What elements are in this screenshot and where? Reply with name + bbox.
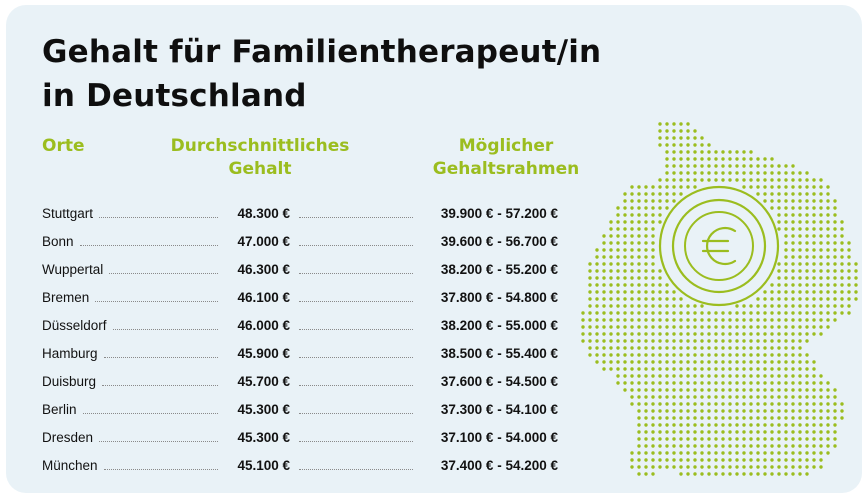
dot-leader (299, 469, 413, 470)
average-salary: 45.900 € (237, 346, 290, 361)
title-line-2: in Deutschland (42, 78, 307, 114)
infographic-card: Gehalt für Familientherapeut/in in Deuts… (6, 5, 862, 493)
city-name: Duisburg (42, 374, 97, 389)
dot-leader (99, 441, 218, 442)
dot-leader (299, 441, 413, 442)
germany-dot-map (581, 122, 858, 476)
column-header-range-line-2: Gehaltsrahmen (432, 159, 580, 179)
average-salary: 47.000 € (237, 234, 290, 249)
city-name: Wuppertal (42, 262, 104, 277)
column-header-average-line-1: Durchschnittliches (170, 136, 350, 156)
salary-range: 37.800 € - 54.800 € (440, 290, 558, 305)
table-row: Dresden 45.300 € 37.100 € - 54.000 € (6, 428, 566, 448)
dot-leader (104, 469, 218, 470)
dot-leader (299, 245, 413, 246)
salary-range: 38.200 € - 55.200 € (440, 262, 558, 277)
column-header-salary-range: Möglicher Gehaltsrahmen (396, 135, 616, 181)
dot-leader (299, 273, 413, 274)
salary-range: 37.100 € - 54.000 € (440, 430, 558, 445)
average-salary: 46.100 € (237, 290, 290, 305)
salary-range: 38.200 € - 55.000 € (440, 318, 558, 333)
page-title: Gehalt für Familientherapeut/in in Deuts… (42, 30, 601, 118)
table-row: Wuppertal 46.300 € 38.200 € - 55.200 € (6, 260, 566, 280)
dot-leader (299, 301, 413, 302)
dot-leader (95, 301, 218, 302)
title-line-1: Gehalt für Familientherapeut/in (42, 34, 602, 70)
column-header-average-salary: Durchschnittliches Gehalt (154, 135, 366, 181)
table-row: Bremen 46.100 € 37.800 € - 54.800 € (6, 288, 566, 308)
salary-range: 38.500 € - 55.400 € (440, 346, 558, 361)
average-salary: 46.000 € (237, 318, 290, 333)
salary-range: 37.400 € - 54.200 € (440, 458, 558, 473)
dot-leader (80, 245, 218, 246)
dot-leader (99, 217, 218, 218)
average-salary: 45.700 € (237, 374, 290, 389)
average-salary: 48.300 € (237, 206, 290, 221)
salary-range: 37.600 € - 54.500 € (440, 374, 558, 389)
column-header-orte-label: Orte (42, 136, 85, 156)
city-name: Hamburg (42, 346, 98, 361)
table-row: Stuttgart 48.300 € 39.900 € - 57.200 € (6, 204, 566, 224)
map-dots (581, 122, 858, 476)
dot-leader (299, 357, 413, 358)
average-salary: 46.300 € (237, 262, 290, 277)
dot-leader (104, 357, 218, 358)
euro-icon (658, 185, 780, 307)
city-name: Bonn (42, 234, 74, 249)
table-row: Duisburg 45.700 € 37.600 € - 54.500 € (6, 372, 566, 392)
city-name: Berlin (42, 402, 77, 417)
city-name: München (42, 458, 98, 473)
column-header-average-line-2: Gehalt (228, 159, 292, 179)
table-row: Bonn 47.000 € 39.600 € - 56.700 € (6, 232, 566, 252)
average-salary: 45.300 € (237, 430, 290, 445)
column-header-orte: Orte (42, 135, 85, 158)
average-salary: 45.300 € (237, 402, 290, 417)
dot-leader (102, 385, 218, 386)
dot-leader (299, 413, 413, 414)
dot-leader (109, 273, 218, 274)
table-row: München 45.100 € 37.400 € - 54.200 € (6, 456, 566, 476)
dot-leader (83, 413, 218, 414)
city-name: Bremen (42, 290, 90, 305)
city-name: Dresden (42, 430, 94, 445)
city-name: Düsseldorf (42, 318, 107, 333)
salary-range: 39.900 € - 57.200 € (440, 206, 558, 221)
salary-range: 37.300 € - 54.100 € (440, 402, 558, 417)
table-row: Düsseldorf 46.000 € 38.200 € - 55.000 € (6, 316, 566, 336)
dot-leader (299, 217, 413, 218)
column-header-range-line-1: Möglicher (458, 136, 554, 156)
dot-leader (113, 329, 218, 330)
salary-range: 39.600 € - 56.700 € (440, 234, 558, 249)
city-name: Stuttgart (42, 206, 94, 221)
dot-leader (299, 385, 413, 386)
table-row: Hamburg 45.900 € 38.500 € - 55.400 € (6, 344, 566, 364)
table-row: Berlin 45.300 € 37.300 € - 54.100 € (6, 400, 566, 420)
average-salary: 45.100 € (237, 458, 290, 473)
dot-leader (299, 329, 413, 330)
